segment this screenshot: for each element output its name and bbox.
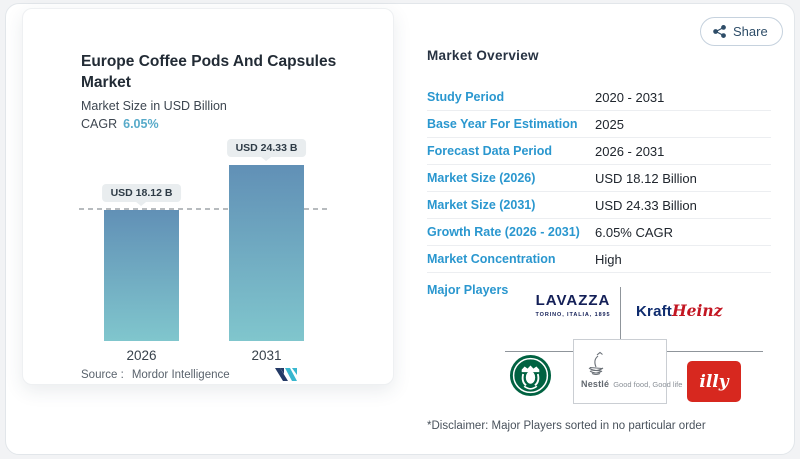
row-value: 2026 - 2031 bbox=[595, 143, 665, 159]
bar-chart: USD 18.12 B 2026 USD 24.33 B 2031 bbox=[79, 135, 329, 363]
row-label: Market Size (2031) bbox=[427, 198, 536, 212]
table-row: Market Size (2031) USD 24.33 Billion bbox=[427, 192, 771, 219]
nestle-tagline: Good food, Good life bbox=[613, 380, 683, 389]
bar-value-pill: USD 24.33 B bbox=[226, 139, 307, 161]
cagr-row: CAGR 6.05% bbox=[81, 117, 159, 131]
pill-pointer bbox=[261, 157, 272, 161]
nestle-wordmark: Nestlé bbox=[581, 379, 610, 389]
overview-table: Study Period 2020 - 2031 Base Year For Es… bbox=[427, 84, 771, 273]
bar-group-2026: USD 18.12 B 2026 bbox=[101, 135, 182, 363]
nestle-wordmark-row: Nestlé Good food, Good life bbox=[581, 379, 682, 389]
row-value: 2025 bbox=[595, 116, 624, 132]
logo-grid-vertical-divider bbox=[620, 287, 621, 340]
row-label: Market Size (2026) bbox=[427, 171, 536, 185]
major-players-label: Major Players bbox=[427, 283, 509, 297]
cagr-value: 6.05% bbox=[123, 117, 159, 131]
share-icon bbox=[713, 25, 726, 38]
bar-value-label: USD 18.12 B bbox=[110, 187, 173, 199]
reference-line bbox=[79, 208, 329, 210]
bar-rect bbox=[104, 210, 179, 341]
row-value: USD 24.33 Billion bbox=[595, 197, 697, 213]
overview-heading: Market Overview bbox=[427, 48, 539, 63]
table-row: Base Year For Estimation 2025 bbox=[427, 111, 771, 138]
nestle-nest-icon bbox=[588, 351, 604, 376]
row-label: Forecast Data Period bbox=[427, 144, 553, 158]
pill-pointer bbox=[136, 202, 147, 206]
bar-value-label: USD 24.33 B bbox=[235, 142, 298, 154]
lavazza-subtext: TORINO, ITALIA, 1895 bbox=[535, 312, 611, 318]
lavazza-wordmark: LAVAZZA bbox=[535, 292, 611, 309]
row-label: Study Period bbox=[427, 90, 505, 104]
table-row: Market Concentration High bbox=[427, 246, 771, 273]
source-row: Source : Mordor Intelligence bbox=[81, 367, 297, 382]
row-value: High bbox=[595, 251, 622, 267]
chart-subtitle: Market Size in USD Billion bbox=[81, 99, 227, 113]
bar-rect bbox=[229, 165, 304, 341]
kraft-wordmark: Kraft bbox=[636, 303, 673, 320]
x-axis-label-2026: 2026 bbox=[126, 348, 157, 363]
row-value: 2020 - 2031 bbox=[595, 89, 665, 105]
cagr-label: CAGR bbox=[81, 117, 118, 131]
bar-value-pill: USD 18.12 B bbox=[101, 184, 182, 206]
source-label: Source : bbox=[81, 368, 124, 381]
disclaimer-text: *Disclaimer: Major Players sorted in no … bbox=[427, 420, 706, 432]
market-chart-card: Europe Coffee Pods And Capsules Market M… bbox=[22, 8, 394, 385]
share-button[interactable]: Share bbox=[700, 17, 783, 46]
starbucks-logo-icon bbox=[509, 354, 552, 397]
x-axis-label-2031: 2031 bbox=[251, 348, 282, 363]
table-row: Market Size (2026) USD 18.12 Billion bbox=[427, 165, 771, 192]
row-label: Base Year For Estimation bbox=[427, 117, 578, 131]
lavazza-logo: LAVAZZA TORINO, ITALIA, 1895 bbox=[523, 292, 623, 318]
row-value: 6.05% CAGR bbox=[595, 224, 674, 240]
mordor-intelligence-logo-icon bbox=[275, 368, 297, 381]
nestle-logo: Nestlé Good food, Good life bbox=[573, 339, 682, 404]
source-name: Mordor Intelligence bbox=[131, 368, 230, 381]
table-row: Growth Rate (2026 - 2031) 6.05% CAGR bbox=[427, 219, 771, 246]
table-row: Study Period 2020 - 2031 bbox=[427, 84, 771, 111]
bar-group-2031: USD 24.33 B 2031 bbox=[226, 135, 307, 363]
row-value: USD 18.12 Billion bbox=[595, 170, 697, 186]
illy-wordmark: illy bbox=[699, 371, 729, 392]
row-label: Market Concentration bbox=[427, 252, 556, 266]
share-button-label: Share bbox=[733, 24, 768, 39]
row-label: Growth Rate (2026 - 2031) bbox=[427, 225, 580, 239]
heinz-wordmark: Heinz bbox=[672, 301, 723, 320]
table-row: Forecast Data Period 2026 - 2031 bbox=[427, 138, 771, 165]
chart-title: Europe Coffee Pods And Capsules Market bbox=[81, 53, 337, 92]
source-text: Source : Mordor Intelligence bbox=[81, 369, 230, 381]
kraft-heinz-logo: Kraft Heinz bbox=[636, 301, 722, 320]
illy-logo: illy bbox=[687, 361, 741, 402]
